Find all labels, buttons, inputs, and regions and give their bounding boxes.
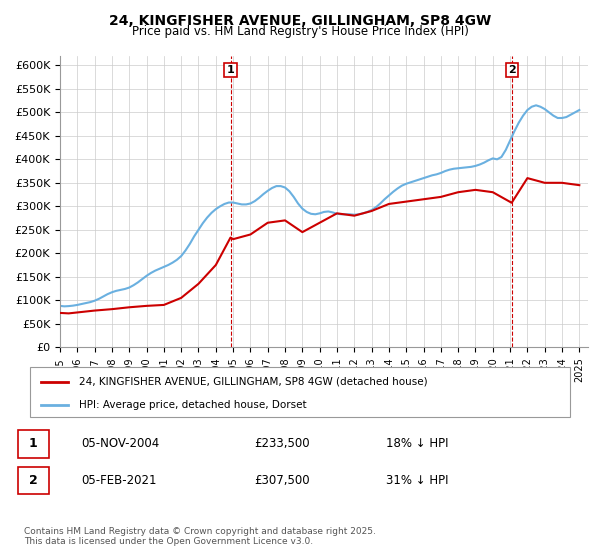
Text: 24, KINGFISHER AVENUE, GILLINGHAM, SP8 4GW: 24, KINGFISHER AVENUE, GILLINGHAM, SP8 4… — [109, 14, 491, 28]
Text: 05-NOV-2004: 05-NOV-2004 — [81, 437, 160, 450]
Text: £233,500: £233,500 — [254, 437, 310, 450]
Text: HPI: Average price, detached house, Dorset: HPI: Average price, detached house, Dors… — [79, 400, 306, 409]
FancyBboxPatch shape — [18, 431, 49, 458]
FancyBboxPatch shape — [18, 466, 49, 494]
Text: £307,500: £307,500 — [254, 474, 310, 487]
Text: 31% ↓ HPI: 31% ↓ HPI — [386, 474, 449, 487]
Text: 24, KINGFISHER AVENUE, GILLINGHAM, SP8 4GW (detached house): 24, KINGFISHER AVENUE, GILLINGHAM, SP8 4… — [79, 377, 427, 387]
Text: Contains HM Land Registry data © Crown copyright and database right 2025.
This d: Contains HM Land Registry data © Crown c… — [24, 526, 376, 546]
Text: 2: 2 — [29, 474, 38, 487]
Text: 2: 2 — [508, 65, 515, 74]
Text: 18% ↓ HPI: 18% ↓ HPI — [386, 437, 449, 450]
Text: 05-FEB-2021: 05-FEB-2021 — [81, 474, 157, 487]
FancyBboxPatch shape — [30, 367, 570, 417]
Text: Price paid vs. HM Land Registry's House Price Index (HPI): Price paid vs. HM Land Registry's House … — [131, 25, 469, 38]
Text: 1: 1 — [29, 437, 38, 450]
Text: 1: 1 — [227, 65, 235, 74]
